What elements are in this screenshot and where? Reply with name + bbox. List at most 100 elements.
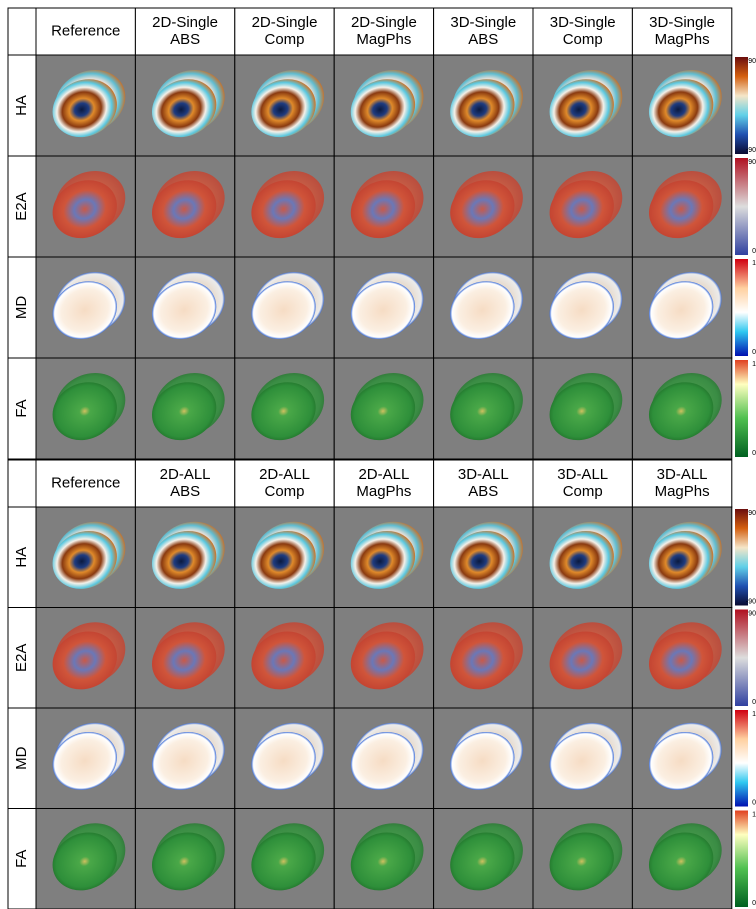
map-image xyxy=(631,357,733,460)
map-image xyxy=(234,707,335,809)
column-header: 2D-Single xyxy=(152,14,218,31)
header-corner xyxy=(7,459,37,508)
map-image xyxy=(631,54,733,157)
map-image xyxy=(35,357,136,460)
map-image xyxy=(35,256,136,359)
map-image xyxy=(35,707,136,809)
map-image xyxy=(333,707,435,809)
map-image xyxy=(134,54,236,157)
map-image xyxy=(234,155,335,258)
tissue xyxy=(251,382,316,441)
tissue xyxy=(52,281,117,340)
map-image xyxy=(234,357,335,460)
column-header: ABS xyxy=(468,31,498,48)
column-header: Reference xyxy=(51,22,120,39)
column-header: Comp xyxy=(563,483,603,500)
tissue xyxy=(52,79,117,138)
tissue xyxy=(450,180,515,239)
map-image xyxy=(333,54,435,157)
tissue xyxy=(648,530,714,589)
colorbar-min: 0 xyxy=(752,799,756,806)
column-header: MagPhs xyxy=(655,483,710,500)
map-image xyxy=(532,707,633,809)
tissue xyxy=(450,832,515,891)
tissue xyxy=(350,530,416,589)
column-header: 2D-ALL xyxy=(259,466,310,483)
tissue xyxy=(450,281,515,340)
map-image xyxy=(134,357,236,460)
header-cell xyxy=(631,459,733,508)
header-cell xyxy=(35,459,136,508)
map-image xyxy=(433,357,534,460)
column-header: ABS xyxy=(468,483,498,500)
column-header: MagPhs xyxy=(356,483,411,500)
tissue xyxy=(648,631,714,690)
tissue xyxy=(549,631,614,690)
colorbar-min: 0 xyxy=(752,699,756,706)
tissue xyxy=(251,530,316,589)
colorbar xyxy=(735,158,748,255)
map-image xyxy=(631,155,733,258)
map-image xyxy=(631,707,733,809)
tissue xyxy=(251,832,316,891)
map-image xyxy=(433,155,534,258)
map-image xyxy=(532,808,633,909)
tissue xyxy=(151,631,217,690)
colorbar-max: 1 xyxy=(752,711,756,718)
tissue xyxy=(648,79,714,138)
tissue xyxy=(251,281,316,340)
map-image xyxy=(35,506,136,608)
map-image xyxy=(333,256,435,359)
column-header: 3D-ALL xyxy=(657,466,708,483)
tissue xyxy=(350,281,416,340)
tissue xyxy=(151,530,217,589)
tissue xyxy=(549,832,614,891)
map-image xyxy=(35,607,136,709)
tissue xyxy=(52,631,117,690)
map-image xyxy=(234,808,335,909)
map-image xyxy=(532,155,633,258)
tissue xyxy=(549,530,614,589)
tissue xyxy=(350,631,416,690)
row-label: FA xyxy=(13,850,30,868)
colorbar-min: -90 xyxy=(746,598,756,605)
tissue xyxy=(450,530,515,589)
tissue xyxy=(251,180,316,239)
map-image xyxy=(631,808,733,909)
map-image xyxy=(532,357,633,460)
tissue xyxy=(648,731,714,790)
map-image xyxy=(433,607,534,709)
row-label-cell xyxy=(7,256,37,359)
header-cell xyxy=(134,7,236,56)
column-header: 3D-ALL xyxy=(458,466,509,483)
map-image xyxy=(333,357,435,460)
tissue xyxy=(151,281,217,340)
column-header: MagPhs xyxy=(356,31,411,48)
tissue xyxy=(52,832,117,891)
tissue xyxy=(450,79,515,138)
map-image xyxy=(433,707,534,809)
tissue xyxy=(151,79,217,138)
column-header: 2D-Single xyxy=(252,14,318,31)
map-image xyxy=(631,256,733,359)
map-image xyxy=(234,607,335,709)
map-image xyxy=(333,607,435,709)
map-image xyxy=(631,506,733,608)
map-image xyxy=(134,607,236,709)
tissue xyxy=(151,832,217,891)
header-cell xyxy=(433,459,534,508)
tissue xyxy=(151,731,217,790)
row-label: HA xyxy=(13,547,30,568)
map-image xyxy=(333,155,435,258)
tissue xyxy=(549,281,614,340)
map-image xyxy=(35,155,136,258)
colorbar-max: 90 xyxy=(748,58,756,65)
map-image xyxy=(234,256,335,359)
column-header: 3D-Single xyxy=(649,14,715,31)
tissue xyxy=(350,382,416,441)
column-header: 3D-ALL xyxy=(557,466,608,483)
colorbar xyxy=(735,57,748,154)
colorbar-max: 90 xyxy=(748,159,756,166)
tissue xyxy=(350,832,416,891)
